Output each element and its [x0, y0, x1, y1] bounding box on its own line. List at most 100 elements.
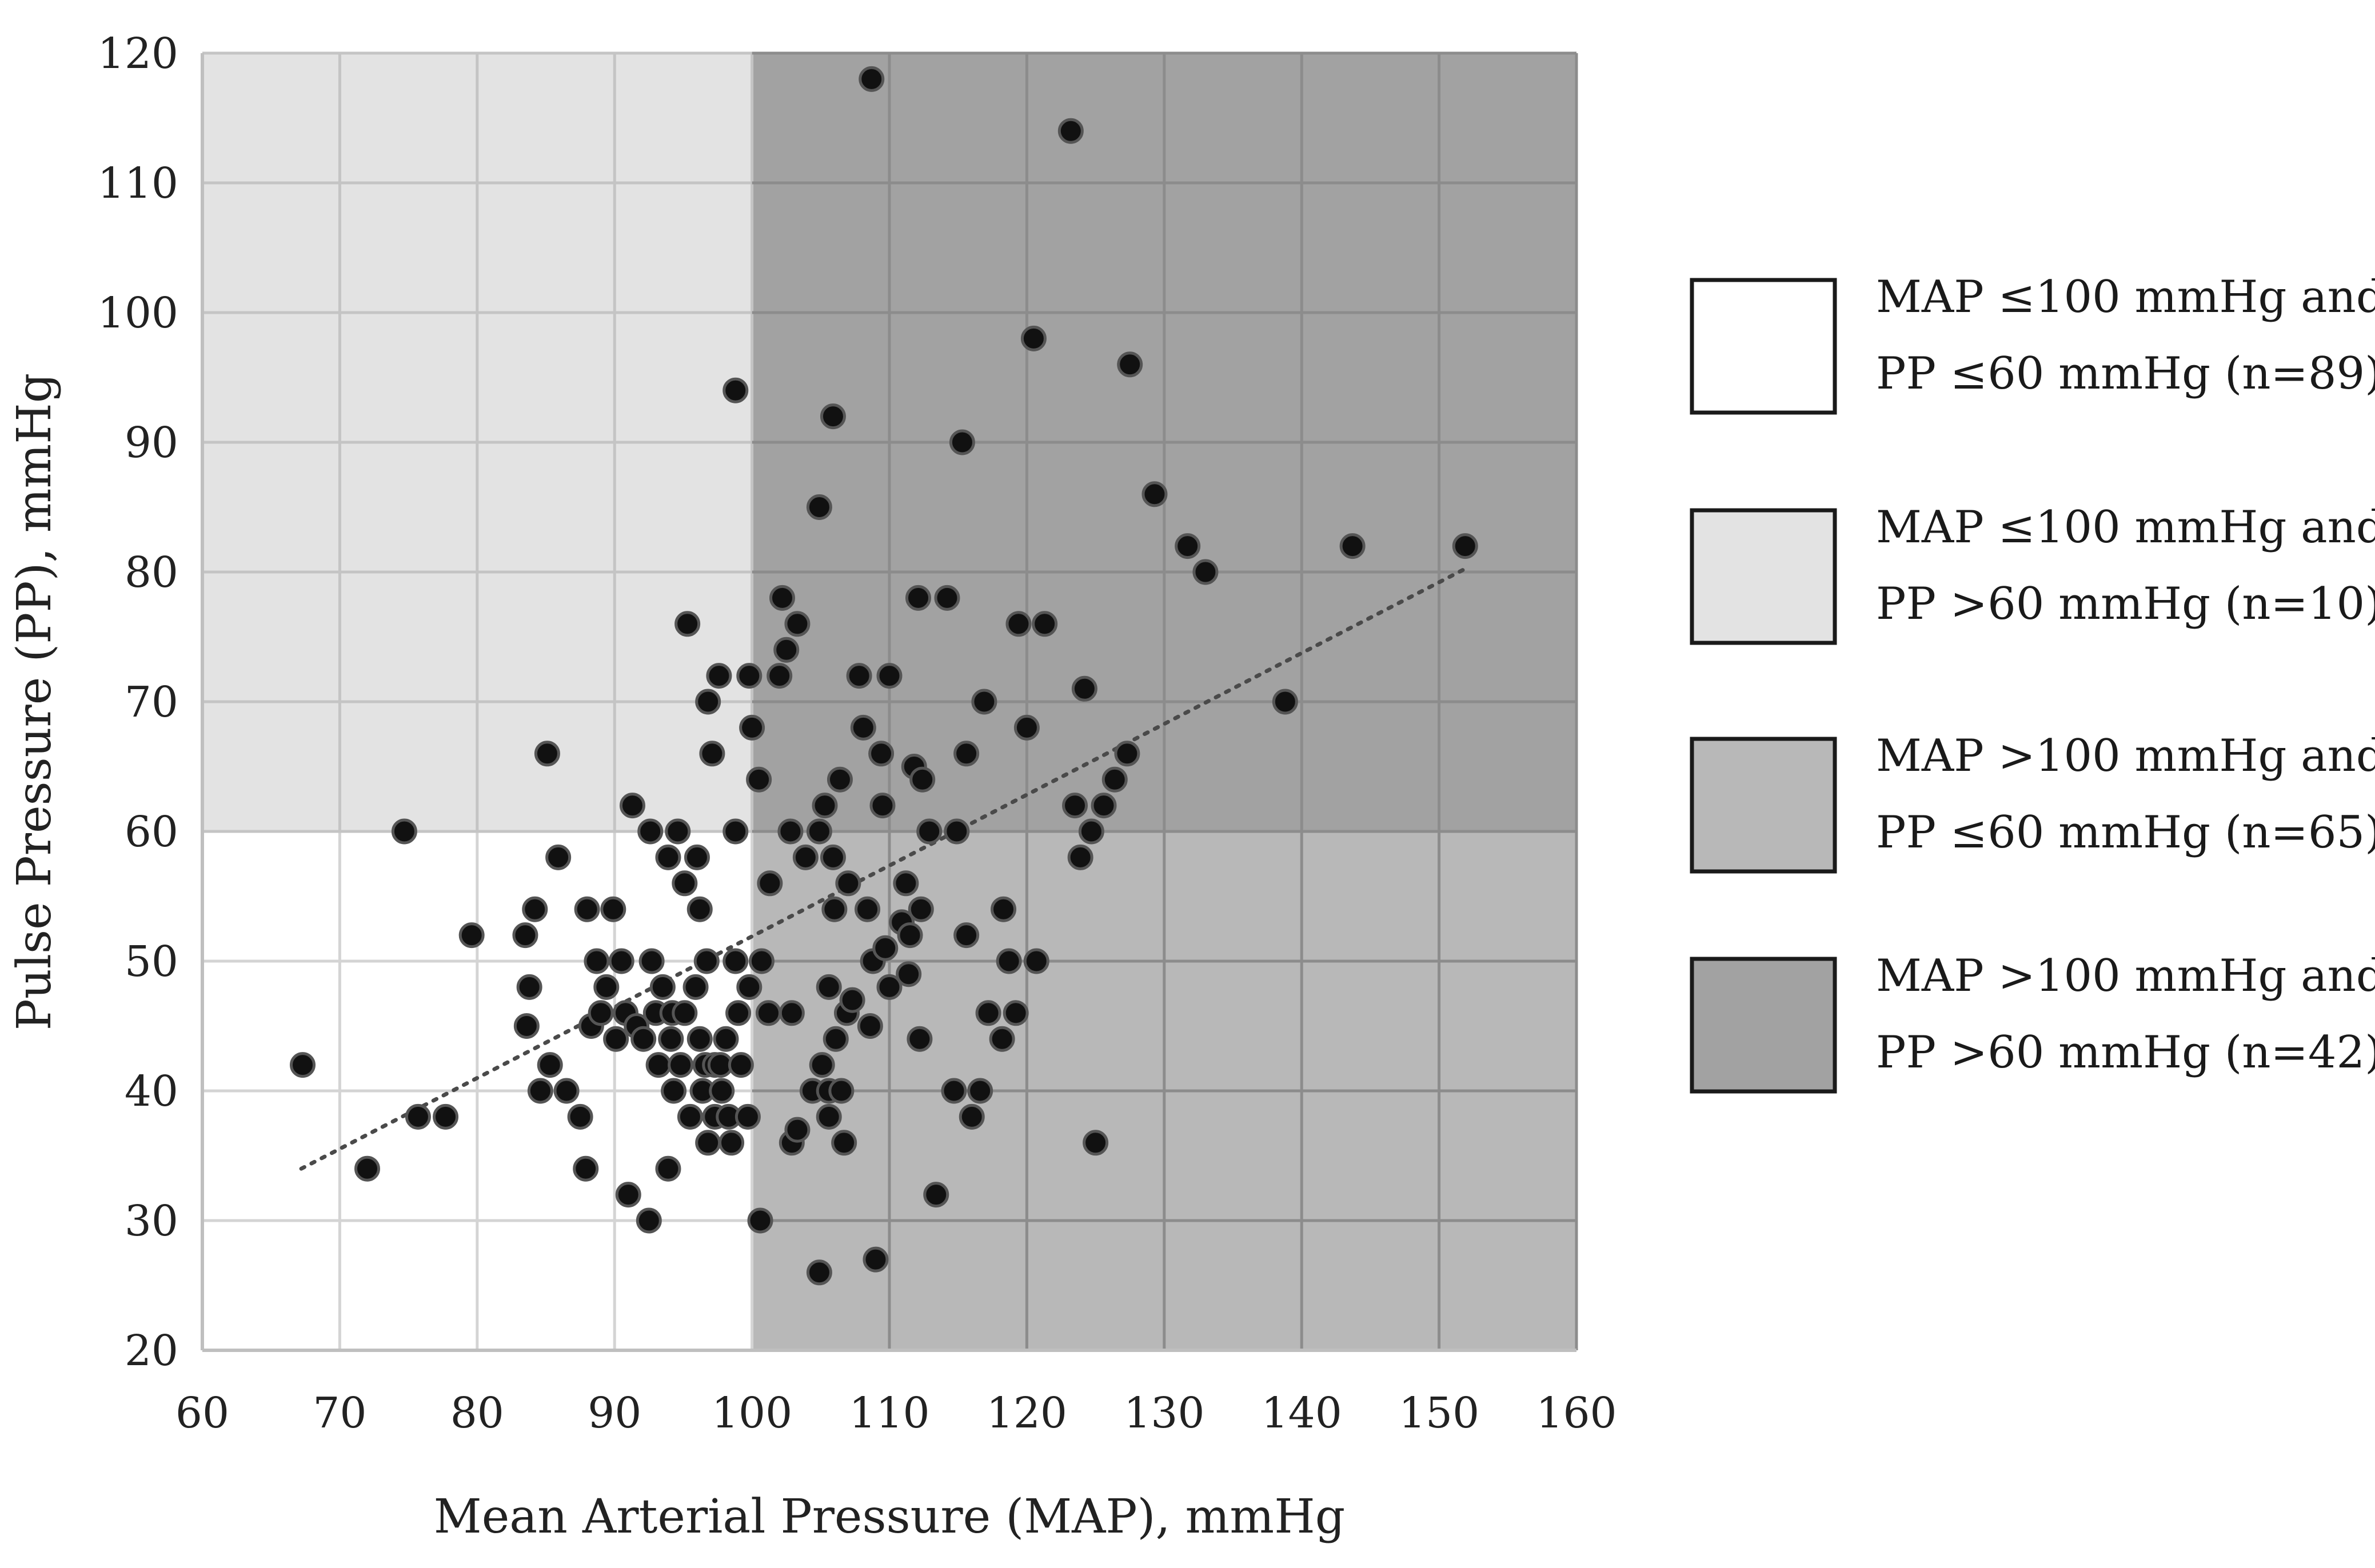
data-point — [859, 66, 885, 92]
data-point — [649, 974, 676, 1000]
data-point — [665, 818, 691, 845]
data-point — [637, 818, 664, 845]
data-point — [739, 714, 765, 741]
x-tick-label: 100 — [712, 1389, 792, 1438]
data-point — [713, 1026, 739, 1052]
data-point — [905, 585, 931, 611]
data-point — [816, 974, 842, 1000]
data-point — [695, 1130, 721, 1156]
y-tick-label: 90 — [125, 418, 178, 467]
x-tick-label: 150 — [1399, 1389, 1479, 1438]
data-point — [458, 922, 485, 949]
data-point — [835, 870, 861, 897]
data-point — [971, 689, 997, 715]
data-point — [784, 1117, 811, 1143]
data-point — [433, 1103, 459, 1130]
data-point — [1003, 1000, 1029, 1026]
data-point — [953, 741, 980, 767]
data-point — [655, 844, 681, 870]
data-point — [767, 663, 793, 689]
data-point — [723, 377, 749, 403]
data-point — [608, 948, 634, 974]
data-point — [989, 1026, 1015, 1052]
x-tick-label: 160 — [1536, 1389, 1616, 1438]
x-tick-labels: 60 70 80 90 100 110 120 130 140 150 160 — [175, 1389, 1617, 1438]
data-point — [655, 1155, 681, 1182]
data-point — [684, 844, 710, 870]
legend-label-line1: MAP >100 mmHg and — [1876, 730, 2375, 782]
data-point — [769, 585, 795, 611]
data-point — [1020, 325, 1047, 351]
data-point — [909, 766, 936, 793]
data-point — [816, 1103, 842, 1130]
data-point — [1032, 611, 1058, 637]
data-point — [630, 1026, 657, 1052]
data-point — [975, 1000, 1001, 1026]
data-point — [1339, 533, 1366, 559]
data-point — [996, 948, 1022, 974]
data-point — [522, 896, 548, 922]
data-point — [779, 1000, 805, 1026]
data-point — [846, 663, 872, 689]
x-tick-label: 80 — [450, 1389, 504, 1438]
data-point — [672, 870, 698, 897]
data-point — [289, 1052, 316, 1078]
legend-swatch — [1690, 278, 1837, 415]
data-point — [747, 1207, 773, 1234]
data-point — [967, 1078, 993, 1104]
data-point — [923, 1182, 949, 1208]
legend-label-line2: PP >60 mmHg (n=10) — [1876, 578, 2375, 630]
data-point — [695, 689, 721, 715]
data-point — [959, 1103, 985, 1130]
x-tick-label: 90 — [588, 1389, 641, 1438]
x-tick-label: 110 — [849, 1389, 929, 1438]
data-point — [777, 818, 804, 845]
data-point — [1192, 559, 1219, 585]
y-tick-label: 80 — [125, 548, 178, 597]
data-point — [725, 1000, 752, 1026]
data-point — [1062, 793, 1088, 819]
data-point — [991, 896, 1017, 922]
data-point — [354, 1155, 380, 1182]
data-point — [944, 818, 970, 845]
data-point — [674, 611, 701, 637]
data-point — [588, 1000, 614, 1026]
data-point — [600, 896, 626, 922]
y-tick-labels: 20 30 40 50 60 70 80 90 100 110 120 — [98, 29, 178, 1375]
legend-swatch — [1690, 957, 1837, 1094]
legend-swatch — [1690, 737, 1837, 874]
trendline-group — [299, 566, 1469, 1171]
data-point — [1091, 793, 1117, 819]
data-point — [677, 1103, 703, 1130]
x-tick-label: 70 — [313, 1389, 366, 1438]
data-point — [850, 714, 876, 741]
data-point — [828, 1078, 855, 1104]
data-point — [1078, 818, 1104, 845]
data-point — [706, 663, 732, 689]
data-point — [593, 974, 620, 1000]
data-point — [857, 1013, 883, 1039]
data-point — [686, 1026, 713, 1052]
data-point — [893, 870, 919, 897]
data-point — [574, 896, 600, 922]
data-point — [1083, 1130, 1109, 1156]
data-point — [839, 987, 865, 1013]
data-point — [755, 1000, 781, 1026]
x-tick-label: 60 — [175, 1389, 229, 1438]
data-point — [746, 766, 772, 793]
data-point — [1452, 533, 1478, 559]
data-point — [736, 974, 763, 1000]
plot-frame — [201, 53, 1576, 1352]
data-point — [1175, 533, 1201, 559]
data-point — [809, 1052, 835, 1078]
data-point — [537, 1052, 563, 1078]
y-tick-label: 40 — [125, 1067, 178, 1116]
data-point — [757, 870, 783, 897]
legend-label-line1: MAP ≤100 mmHg and — [1876, 271, 2375, 323]
data-point — [806, 818, 832, 845]
data-point — [516, 974, 542, 1000]
data-point — [896, 961, 922, 987]
data-point — [405, 1103, 431, 1130]
data-points — [289, 66, 1478, 1286]
